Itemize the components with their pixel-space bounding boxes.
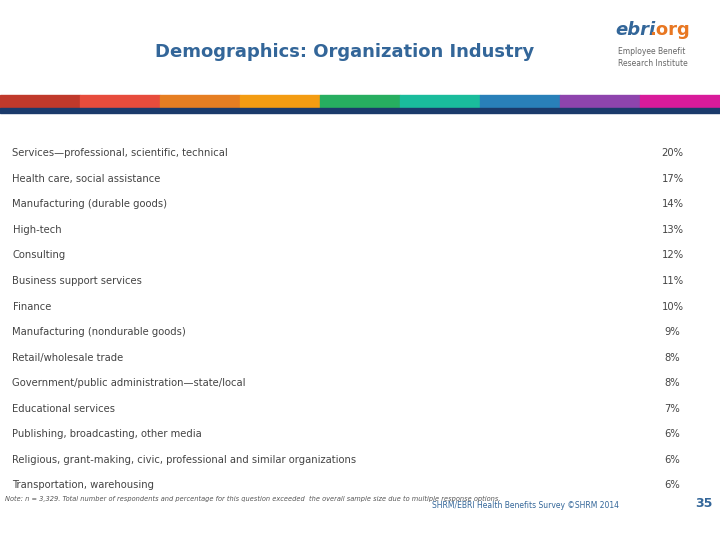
Text: Research Institute: Research Institute [618,58,688,68]
Text: Retail/wholesale trade: Retail/wholesale trade [12,353,124,362]
Text: Demographics: Organization Industry: Demographics: Organization Industry [155,43,534,61]
Text: 6%: 6% [665,429,680,439]
Bar [240,95,320,109]
Text: Note: n = 3,329. Total number of respondents and percentage for this question ex: Note: n = 3,329. Total number of respond… [5,496,500,502]
Text: Educational services: Educational services [12,403,115,414]
Text: Services—professional, scientific, technical: Services—professional, scientific, techn… [12,148,228,158]
Text: Percentage: Percentage [637,123,708,133]
Text: SOCIETY FOR HUMAN
RESOURCE MANAGEMENT: SOCIETY FOR HUMAN RESOURCE MANAGEMENT [31,69,99,80]
Text: Manufacturing (nondurable goods): Manufacturing (nondurable goods) [12,327,186,337]
Text: Manufacturing (durable goods): Manufacturing (durable goods) [12,199,168,210]
Text: High-tech: High-tech [12,225,61,235]
Bar [0,108,720,113]
Bar [320,95,400,109]
Bar [560,95,640,109]
Text: 6%: 6% [665,480,680,490]
Text: 13%: 13% [662,225,683,235]
Text: 20%: 20% [662,148,683,158]
Text: Employee Benefit: Employee Benefit [618,48,685,57]
Text: Religious, grant-making, civic, professional and similar organizations: Religious, grant-making, civic, professi… [12,455,356,465]
Text: 12%: 12% [662,251,683,260]
Text: 14%: 14% [662,199,683,210]
Text: Consulting: Consulting [12,251,66,260]
Text: 8%: 8% [665,353,680,362]
Text: 8%: 8% [665,378,680,388]
Text: .org: .org [649,21,690,39]
Text: 9%: 9% [665,327,680,337]
Text: Finance: Finance [12,301,51,312]
Bar [480,95,560,109]
Text: 10%: 10% [662,301,683,312]
Text: Publishing, broadcasting, other media: Publishing, broadcasting, other media [12,429,202,439]
Text: Health care, social assistance: Health care, social assistance [12,174,161,184]
Text: 6%: 6% [665,455,680,465]
Text: ebri: ebri [616,21,656,39]
Bar [400,95,480,109]
Text: SHRM/EBRI Health Benefits Survey ©SHRM 2014: SHRM/EBRI Health Benefits Survey ©SHRM 2… [432,502,619,510]
Text: 11%: 11% [662,276,683,286]
Text: 7%: 7% [665,403,680,414]
Text: 17%: 17% [662,174,683,184]
Text: Business support services: Business support services [12,276,143,286]
Text: ®: ® [114,26,120,31]
Bar [640,95,720,109]
Bar [0,95,80,109]
Bar [160,95,240,109]
Text: SHRM: SHRM [25,26,105,48]
Text: Government/public administration—state/local: Government/public administration—state/l… [12,378,246,388]
Text: 35: 35 [696,497,713,510]
Text: Transportation, warehousing: Transportation, warehousing [12,480,155,490]
Bar [80,95,160,109]
